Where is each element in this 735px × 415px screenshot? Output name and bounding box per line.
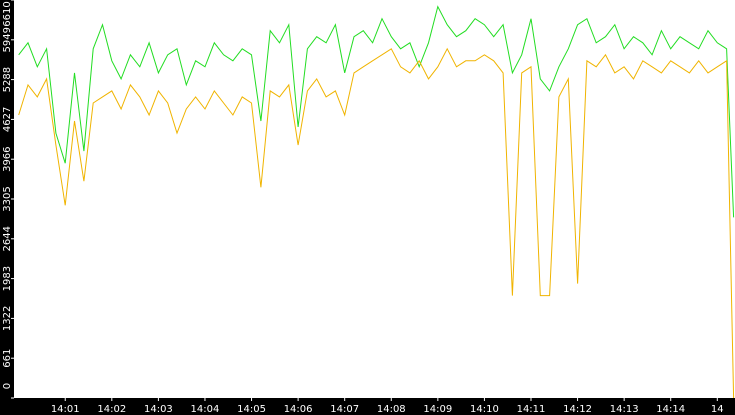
x-tick-label: 14:07 [330,404,359,415]
y-tick-label: 3966 [2,146,13,171]
y-tick-label: 2644 [2,226,13,251]
y-tick-label: 1322 [2,306,13,331]
y-tick-label: 3305 [2,186,13,211]
x-tick-label: 14:02 [97,404,126,415]
x-tick-label: 14:01 [51,404,80,415]
x-tick-label: 14:10 [470,404,499,415]
x-tick-label: 14:04 [191,404,220,415]
y-tick-label: 6610 [2,1,13,26]
line-series [18,5,735,218]
x-tick-label: 14:08 [377,404,406,415]
x-tick-label: 14 [711,404,724,415]
y-tick-label: 661 [2,349,13,368]
x-tick-label: 14:09 [423,404,452,415]
plot-area [14,0,735,398]
y-tick-label: 5949 [2,27,13,52]
y-tick-label: 5288 [2,67,13,92]
x-tick-label: 14:13 [610,404,639,415]
x-tick-label: 14:11 [517,404,546,415]
y-tick-label: 1983 [2,266,13,291]
y-tick-label: 4627 [2,107,13,132]
x-tick-label: 14:06 [284,404,313,415]
x-tick-label: 14:12 [563,404,592,415]
x-tick-label: 14:03 [144,404,173,415]
x-tick-label: 14:05 [237,404,266,415]
y-tick-label: 0 [2,383,13,389]
line-series [18,47,735,399]
x-tick-label: 14:14 [656,404,685,415]
